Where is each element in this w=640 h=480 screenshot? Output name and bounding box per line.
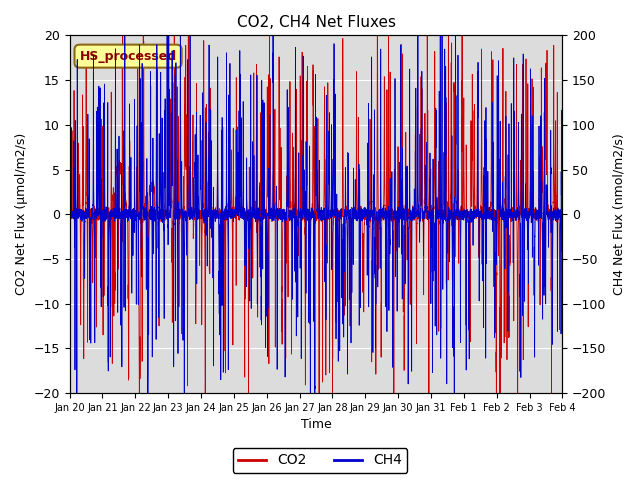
Legend: CO2, CH4: CO2, CH4 bbox=[232, 448, 408, 473]
X-axis label: Time: Time bbox=[301, 419, 332, 432]
Title: CO2, CH4 Net Fluxes: CO2, CH4 Net Fluxes bbox=[237, 15, 396, 30]
Text: HS_processed: HS_processed bbox=[79, 49, 177, 63]
Y-axis label: CH4 Net Flux (nmol/m2/s): CH4 Net Flux (nmol/m2/s) bbox=[612, 133, 625, 295]
Y-axis label: CO2 Net Flux (μmol/m2/s): CO2 Net Flux (μmol/m2/s) bbox=[15, 133, 28, 295]
